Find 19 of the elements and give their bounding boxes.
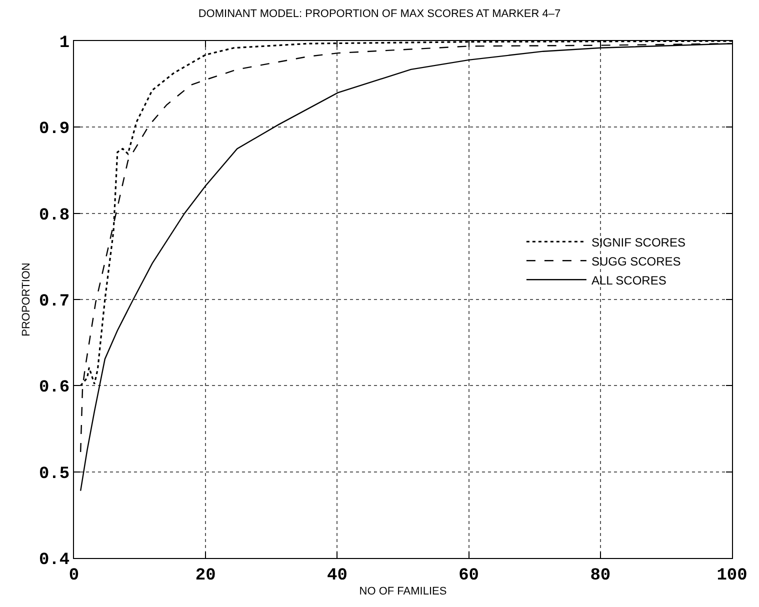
x-tick-label: 80 <box>590 566 611 586</box>
y-tick-label: 0.9 <box>38 120 70 140</box>
legend-label: SUGG SCORES <box>591 254 681 268</box>
x-tick-label: 0 <box>68 566 80 586</box>
legend-label: SIGNIF SCORES <box>591 235 686 250</box>
x-axis-title: NO OF FAMILIES <box>359 586 447 598</box>
x-tick-label: 60 <box>458 566 480 586</box>
x-tick-label: 20 <box>195 566 216 586</box>
y-tick-label: 1 <box>59 34 70 53</box>
y-tick-label: 0.4 <box>38 550 70 570</box>
y-tick-label: 0.6 <box>38 378 70 398</box>
x-tick-label: 40 <box>326 566 348 586</box>
y-tick-label: 0.7 <box>38 292 70 312</box>
x-tick-label: 100 <box>716 566 748 586</box>
legend-label: ALL SCORES <box>591 273 666 288</box>
y-axis-title: PROPORTION <box>20 262 33 336</box>
y-tick-label: 0.8 <box>38 206 70 226</box>
y-tick-label: 0.5 <box>38 464 70 484</box>
chart-title: DOMINANT MODEL: PROPORTION OF MAX SCORES AT MARKER 4–7 <box>198 8 561 20</box>
